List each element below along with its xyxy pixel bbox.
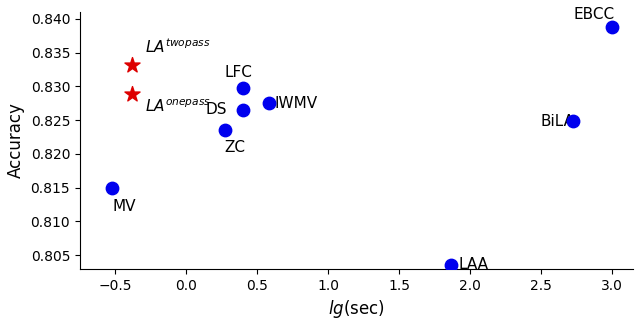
Text: ZC: ZC — [225, 140, 246, 155]
Point — [127, 91, 138, 96]
Text: LAA: LAA — [459, 257, 488, 272]
Text: MV: MV — [113, 198, 136, 214]
Text: $\mathit{LA}^{onepass}$: $\mathit{LA}^{onepass}$ — [145, 98, 211, 115]
Point — [220, 128, 230, 133]
Text: DS: DS — [206, 102, 227, 117]
Point — [607, 24, 617, 29]
Point — [127, 62, 138, 67]
Point — [238, 85, 248, 90]
X-axis label: $\mathit{lg}$(sec): $\mathit{lg}$(sec) — [328, 298, 385, 320]
Text: LFC: LFC — [225, 64, 252, 79]
Point — [568, 119, 579, 124]
Point — [446, 262, 456, 267]
Text: EBCC: EBCC — [573, 7, 614, 22]
Point — [264, 101, 274, 106]
Point — [108, 186, 118, 191]
Text: BiLA: BiLA — [541, 114, 575, 129]
Text: IWMV: IWMV — [274, 96, 317, 111]
Text: $\mathit{LA}^{twopass}$: $\mathit{LA}^{twopass}$ — [145, 37, 211, 56]
Y-axis label: Accuracy: Accuracy — [7, 102, 25, 178]
Point — [238, 107, 248, 112]
